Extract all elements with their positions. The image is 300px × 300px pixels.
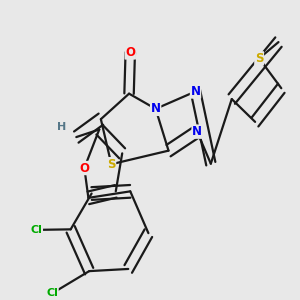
Text: O: O xyxy=(80,161,89,175)
Text: Cl: Cl xyxy=(31,225,42,235)
Text: Cl: Cl xyxy=(46,288,58,298)
Text: O: O xyxy=(125,46,135,59)
Text: S: S xyxy=(255,52,263,65)
Text: N: N xyxy=(192,125,202,138)
Text: H: H xyxy=(57,122,66,132)
Text: S: S xyxy=(107,158,116,171)
Text: N: N xyxy=(190,85,200,98)
Text: N: N xyxy=(151,102,160,116)
